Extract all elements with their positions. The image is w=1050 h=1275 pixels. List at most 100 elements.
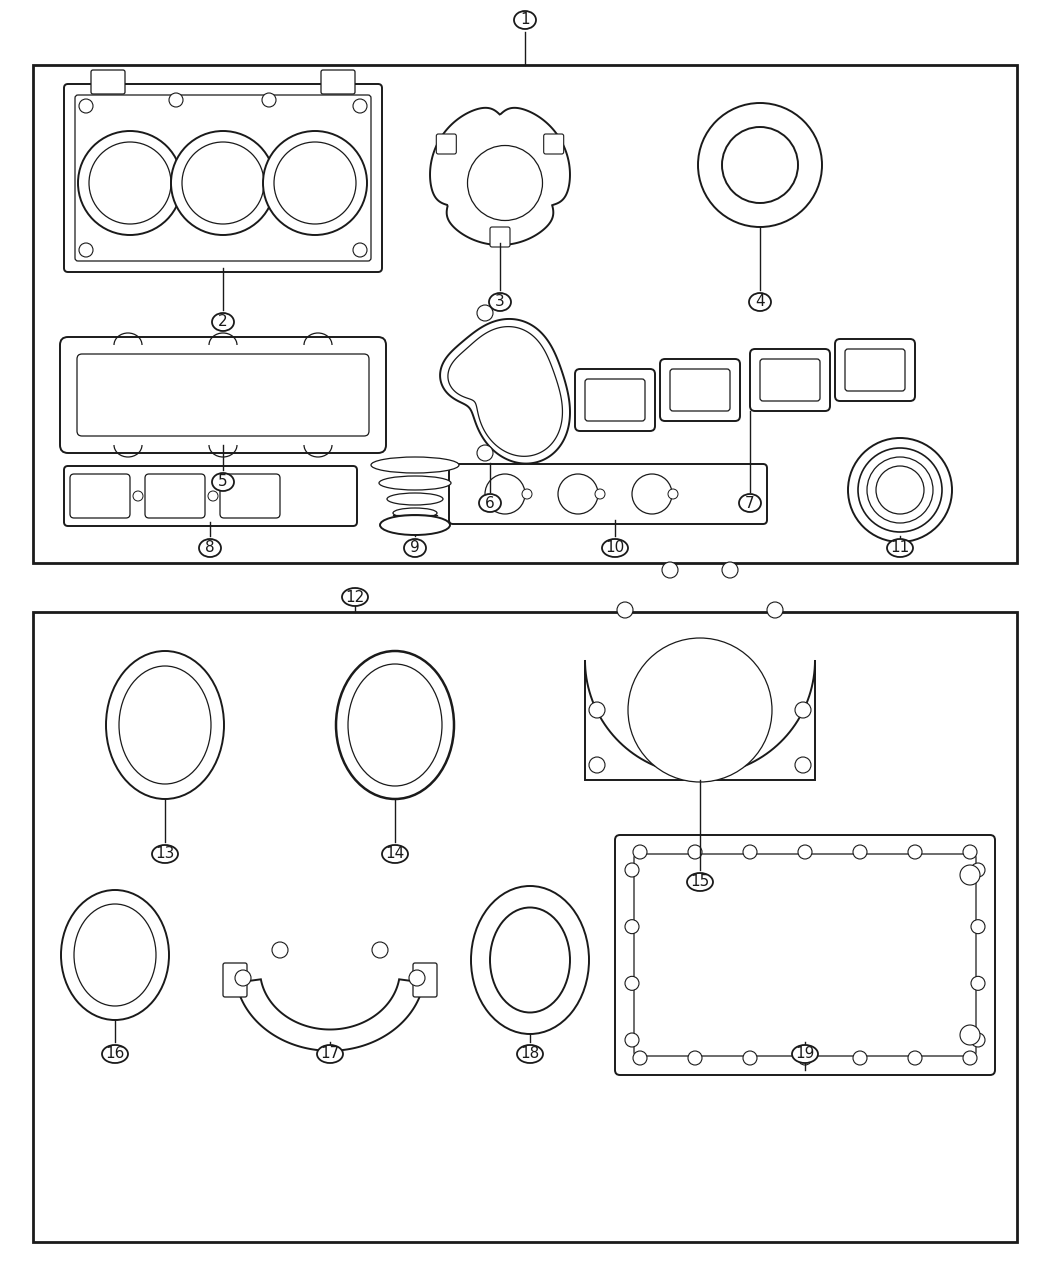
FancyBboxPatch shape [60,337,386,453]
FancyBboxPatch shape [321,70,355,94]
Circle shape [960,1025,980,1046]
Circle shape [274,142,356,224]
Circle shape [633,1051,647,1065]
Ellipse shape [379,476,452,490]
Text: 5: 5 [218,474,228,490]
Text: 7: 7 [746,496,755,510]
Ellipse shape [489,293,511,311]
Circle shape [617,602,633,618]
Circle shape [262,93,276,107]
Circle shape [169,93,183,107]
Text: 12: 12 [345,589,364,604]
FancyBboxPatch shape [64,84,382,272]
Circle shape [182,142,264,224]
Ellipse shape [74,904,156,1006]
Circle shape [625,1033,639,1047]
FancyBboxPatch shape [634,854,976,1056]
Polygon shape [448,326,563,456]
Circle shape [522,490,532,499]
Polygon shape [440,319,570,464]
Circle shape [908,1051,922,1065]
Circle shape [743,1051,757,1065]
FancyBboxPatch shape [413,963,437,997]
Circle shape [795,757,811,773]
Ellipse shape [404,539,426,557]
Circle shape [867,456,933,523]
Circle shape [625,863,639,877]
Circle shape [722,128,798,203]
Ellipse shape [602,539,628,557]
Ellipse shape [739,493,761,513]
FancyBboxPatch shape [91,70,125,94]
FancyBboxPatch shape [437,134,457,154]
Circle shape [589,757,605,773]
Circle shape [971,1033,985,1047]
Ellipse shape [212,312,234,332]
Circle shape [722,562,738,578]
Ellipse shape [119,666,211,784]
Circle shape [632,474,672,514]
Text: 14: 14 [385,847,404,862]
Circle shape [628,638,772,782]
Circle shape [688,845,702,859]
Circle shape [353,244,367,258]
Circle shape [876,465,924,514]
Circle shape [908,845,922,859]
Circle shape [477,305,493,321]
FancyBboxPatch shape [145,474,205,518]
Text: 18: 18 [521,1047,540,1062]
Ellipse shape [490,908,570,1012]
Circle shape [963,1051,976,1065]
Circle shape [625,919,639,933]
Ellipse shape [471,886,589,1034]
Circle shape [858,448,942,532]
FancyBboxPatch shape [490,227,510,247]
Circle shape [766,602,783,618]
Ellipse shape [479,493,501,513]
Bar [33,612,1017,1242]
Ellipse shape [317,1046,343,1063]
Ellipse shape [102,1046,128,1063]
Ellipse shape [152,845,179,863]
Circle shape [853,845,867,859]
Circle shape [89,142,171,224]
Text: 2: 2 [218,315,228,329]
Ellipse shape [212,473,234,491]
Ellipse shape [380,515,450,536]
Circle shape [662,562,678,578]
Ellipse shape [106,652,224,799]
FancyBboxPatch shape [77,354,369,436]
Circle shape [960,864,980,885]
Text: 10: 10 [606,541,625,556]
Polygon shape [585,660,815,780]
Circle shape [743,845,757,859]
Ellipse shape [382,845,408,863]
Ellipse shape [342,588,368,606]
Circle shape [477,445,493,462]
FancyBboxPatch shape [670,368,730,411]
Text: 17: 17 [320,1047,339,1062]
Text: 13: 13 [155,847,174,862]
Circle shape [208,491,218,501]
FancyBboxPatch shape [585,379,645,421]
Ellipse shape [387,493,443,505]
Text: 19: 19 [795,1047,815,1062]
Circle shape [272,942,288,958]
Circle shape [971,919,985,933]
Circle shape [625,977,639,991]
FancyBboxPatch shape [760,360,820,402]
Text: 3: 3 [496,295,505,310]
FancyBboxPatch shape [575,368,655,431]
Circle shape [558,474,598,514]
Polygon shape [430,108,570,245]
Circle shape [133,491,143,501]
FancyBboxPatch shape [70,474,130,518]
Ellipse shape [336,652,454,799]
Ellipse shape [371,456,459,473]
Circle shape [795,703,811,718]
Circle shape [589,703,605,718]
Circle shape [485,474,525,514]
Circle shape [235,970,251,986]
Circle shape [353,99,367,113]
Ellipse shape [687,873,713,891]
